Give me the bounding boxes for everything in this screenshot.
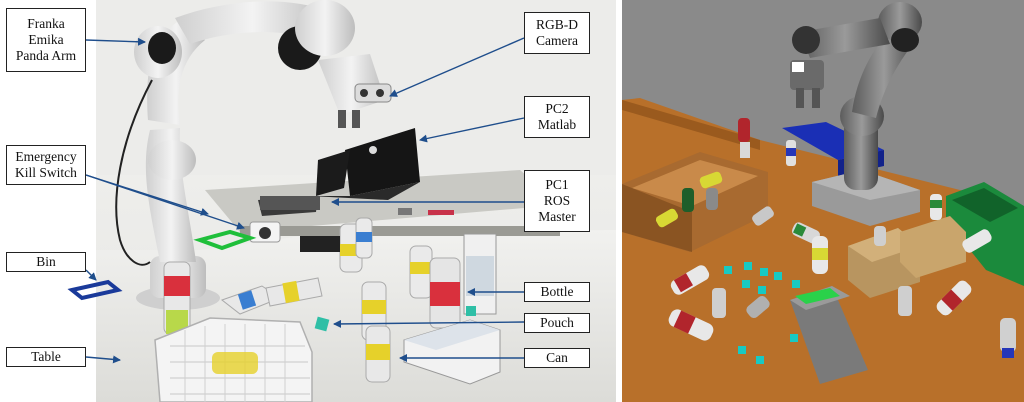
pc1-laptop-screen (316, 150, 350, 196)
green-target-marker (193, 229, 257, 251)
label-pc1-ros-master: PC1 ROS Master (524, 170, 590, 232)
label-pc2-matlab: PC2 Matlab (524, 96, 590, 138)
label-franka-arm: Franka Emika Panda Arm (6, 8, 86, 72)
arrow-table (85, 355, 121, 364)
label-rgbd-camera: RGB-D Camera (524, 12, 590, 54)
arrow-franka (85, 37, 146, 46)
label-bin: Bin (6, 252, 86, 272)
label-can: Can (524, 348, 590, 368)
arrow-rgbd (389, 37, 525, 97)
label-emergency-kill-switch: Emergency Kill Switch (6, 145, 86, 185)
arrow-pouch (333, 319, 525, 328)
objects-on-table (154, 217, 501, 402)
back-bench (205, 170, 560, 232)
label-pouch: Pouch (524, 313, 590, 333)
sim-objects (655, 118, 1016, 364)
pouch-object (314, 316, 330, 332)
label-table: Table (6, 347, 86, 367)
arrow-pc2 (419, 117, 525, 143)
sim-pouches (724, 262, 800, 364)
sim-slab (790, 286, 868, 384)
label-bottle: Bottle (524, 282, 590, 302)
arrow-bin (85, 269, 97, 281)
blue-bin-marker (67, 279, 123, 301)
pc2-laptop-screen (345, 128, 420, 196)
arrow-emergency-2 (85, 174, 209, 216)
annotation-arrows (85, 37, 525, 364)
simulation-render (622, 0, 1024, 402)
